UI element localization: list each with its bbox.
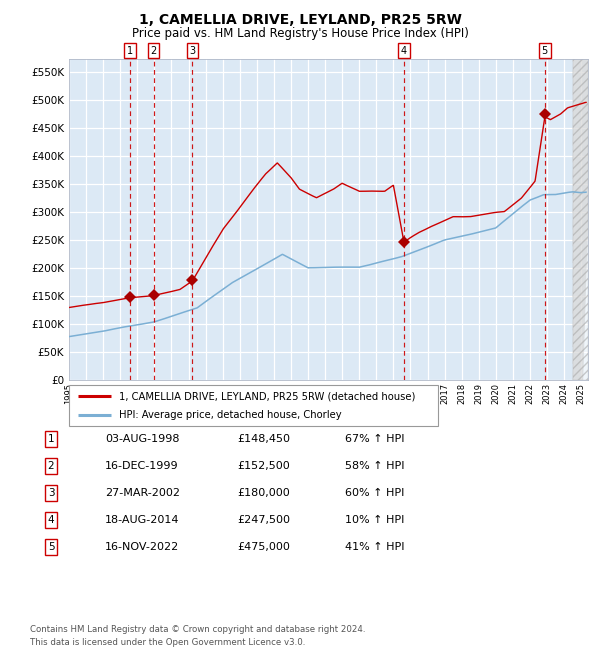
Text: 4: 4	[47, 515, 55, 525]
Text: 5: 5	[542, 46, 548, 56]
Text: 2: 2	[151, 46, 157, 56]
Text: 1, CAMELLIA DRIVE, LEYLAND, PR25 5RW (detached house): 1, CAMELLIA DRIVE, LEYLAND, PR25 5RW (de…	[119, 391, 415, 401]
Text: Contains HM Land Registry data © Crown copyright and database right 2024.
This d: Contains HM Land Registry data © Crown c…	[30, 625, 365, 647]
Text: 2: 2	[47, 461, 55, 471]
Text: £247,500: £247,500	[237, 515, 290, 525]
Text: 10% ↑ HPI: 10% ↑ HPI	[345, 515, 404, 525]
Text: 1: 1	[127, 46, 133, 56]
Text: 67% ↑ HPI: 67% ↑ HPI	[345, 434, 404, 444]
Text: 3: 3	[190, 46, 196, 56]
Text: £180,000: £180,000	[237, 488, 290, 499]
Text: 41% ↑ HPI: 41% ↑ HPI	[345, 542, 404, 552]
Text: HPI: Average price, detached house, Chorley: HPI: Average price, detached house, Chor…	[119, 410, 341, 420]
Text: £152,500: £152,500	[237, 461, 290, 471]
Text: 03-AUG-1998: 03-AUG-1998	[105, 434, 179, 444]
Text: 4: 4	[401, 46, 407, 56]
Text: 16-NOV-2022: 16-NOV-2022	[105, 542, 179, 552]
Text: 16-DEC-1999: 16-DEC-1999	[105, 461, 179, 471]
Text: 18-AUG-2014: 18-AUG-2014	[105, 515, 179, 525]
Text: Price paid vs. HM Land Registry's House Price Index (HPI): Price paid vs. HM Land Registry's House …	[131, 27, 469, 40]
Text: 3: 3	[47, 488, 55, 499]
Text: 60% ↑ HPI: 60% ↑ HPI	[345, 488, 404, 499]
Text: 27-MAR-2002: 27-MAR-2002	[105, 488, 180, 499]
FancyBboxPatch shape	[69, 385, 438, 426]
Text: 1, CAMELLIA DRIVE, LEYLAND, PR25 5RW: 1, CAMELLIA DRIVE, LEYLAND, PR25 5RW	[139, 13, 461, 27]
Text: 58% ↑ HPI: 58% ↑ HPI	[345, 461, 404, 471]
Text: £475,000: £475,000	[237, 542, 290, 552]
Text: £148,450: £148,450	[237, 434, 290, 444]
Text: 5: 5	[47, 542, 55, 552]
Text: 1: 1	[47, 434, 55, 444]
